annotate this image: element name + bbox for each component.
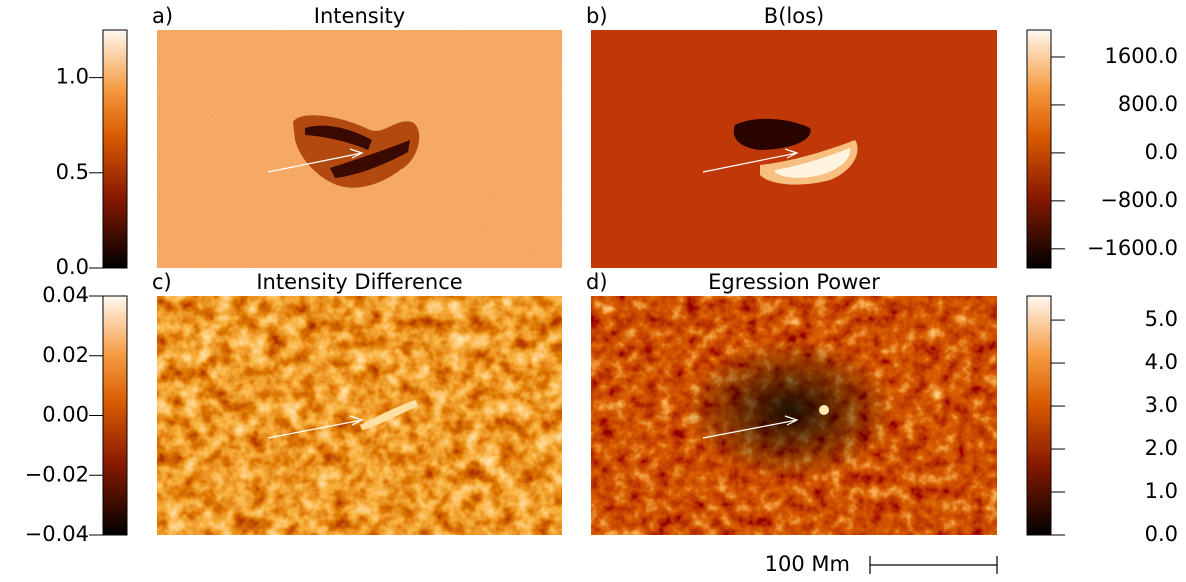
panel-title: Intensity bbox=[314, 4, 405, 28]
colorbar bbox=[1026, 295, 1052, 536]
tick-label: 0.02 bbox=[42, 343, 89, 367]
panel-image bbox=[157, 30, 562, 268]
panel-label: b) bbox=[586, 4, 608, 28]
tick-label: 0.5 bbox=[56, 160, 89, 184]
tick-label: −0.04 bbox=[25, 522, 89, 546]
colorbar bbox=[102, 29, 128, 269]
tick-label: −800.0 bbox=[1100, 188, 1178, 212]
tick-label: 4.0 bbox=[1145, 350, 1178, 374]
scale-bar-label: 100 Mm bbox=[765, 552, 850, 576]
panel-title: Egression Power bbox=[708, 270, 880, 294]
tick-label: 0.04 bbox=[42, 283, 89, 307]
tick-label: 5.0 bbox=[1145, 307, 1178, 331]
tick-label: 800.0 bbox=[1118, 92, 1178, 116]
tick-label: 0.0 bbox=[1145, 140, 1178, 164]
panel-image bbox=[157, 296, 562, 535]
colorbar bbox=[1026, 29, 1052, 269]
panel-image bbox=[591, 296, 997, 535]
panel-label: c) bbox=[152, 270, 172, 294]
panel-label: a) bbox=[152, 4, 173, 28]
panel-title: B(los) bbox=[764, 4, 824, 28]
scale-bar bbox=[869, 556, 998, 574]
tick-label: 0.00 bbox=[42, 403, 89, 427]
panel-label: d) bbox=[586, 270, 608, 294]
colorbar bbox=[102, 295, 128, 536]
tick-label: 0.0 bbox=[56, 255, 89, 279]
tick-label: 2.0 bbox=[1145, 436, 1178, 460]
tick-label: 1600.0 bbox=[1105, 44, 1178, 68]
panel-title: Intensity Difference bbox=[256, 270, 462, 294]
tick-label: 1.0 bbox=[1145, 479, 1178, 503]
tick-label: 0.0 bbox=[1145, 522, 1178, 546]
tick-label: 3.0 bbox=[1145, 393, 1178, 417]
panel-image bbox=[591, 30, 997, 268]
tick-label: 1.0 bbox=[56, 65, 89, 89]
tick-label: −1600.0 bbox=[1087, 236, 1178, 260]
tick-label: −0.02 bbox=[25, 462, 89, 486]
